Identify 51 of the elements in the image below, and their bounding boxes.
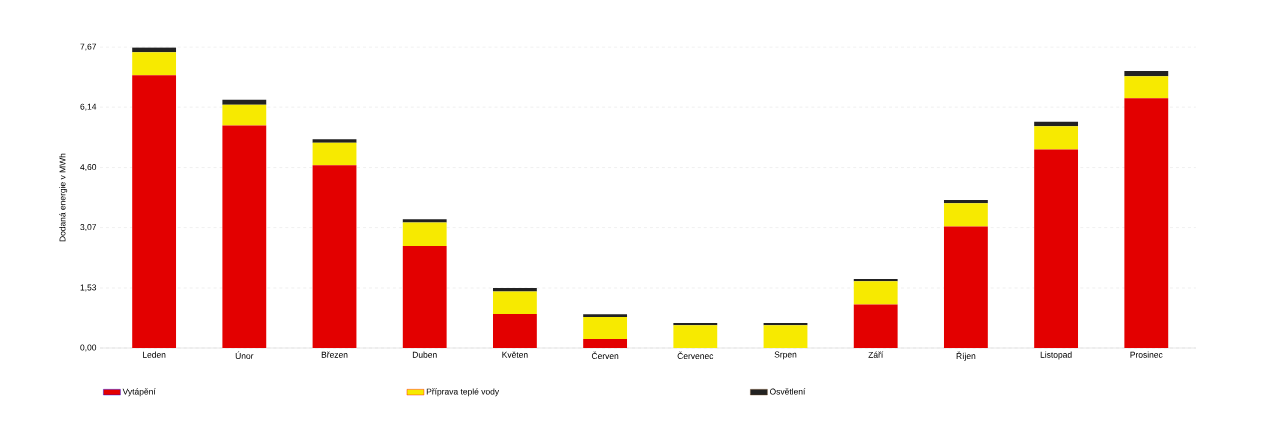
y-tick-label: 7,67 [80,43,97,51]
bar [853,281,898,305]
bar [402,246,447,348]
bar [943,203,988,227]
legend-label: Příprava teplé vody [426,388,500,397]
bar [943,226,988,348]
legend-label: Osvětlení [769,388,806,395]
y-tick-label: 4,60 [80,164,97,172]
bar [222,125,267,348]
bar [1124,71,1169,77]
y-tick-label: 1,53 [80,284,97,292]
x-tick-label: Únor [235,351,254,359]
legend-label: Vytápění [122,388,156,397]
bar [492,313,537,348]
bar [132,52,177,76]
bar [763,325,808,348]
bar [312,139,357,143]
x-tick-label: Duben [412,351,437,358]
bar [132,75,177,348]
bar [583,317,628,339]
x-tick-label: Listopad [1040,351,1072,360]
y-axis-title: Dodaná energie v MWh [59,153,68,242]
bar [1124,76,1169,99]
x-tick-label: Březen [321,351,348,358]
y-tick-label: 6,14 [80,103,97,111]
bar [1124,98,1169,348]
x-tick-label: Prosinec [1130,351,1163,358]
bar [222,104,267,126]
bar [673,325,718,348]
bar [583,314,628,318]
bar [402,222,447,247]
x-tick-label: Září [868,351,884,358]
bar [1034,149,1079,348]
bar [1034,126,1079,150]
x-tick-label: Červenec [677,351,714,359]
bar [402,219,447,223]
x-tick-label: Leden [143,351,166,358]
bar [853,304,898,348]
bar [943,200,988,204]
x-tick-label: Červen [591,351,619,359]
x-tick-label: Květen [502,351,528,358]
bar [583,338,628,348]
bar [312,142,357,166]
y-tick-label: 3,07 [80,224,97,232]
bar [492,287,537,292]
bar [222,99,267,105]
bar [312,165,357,348]
y-tick-label: 0,00 [80,344,97,352]
x-tick-label: Srpen [774,351,797,360]
bar [492,291,537,314]
x-tick-label: Říjen [956,351,976,361]
